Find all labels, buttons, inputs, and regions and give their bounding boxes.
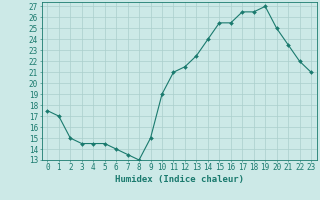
X-axis label: Humidex (Indice chaleur): Humidex (Indice chaleur) xyxy=(115,175,244,184)
